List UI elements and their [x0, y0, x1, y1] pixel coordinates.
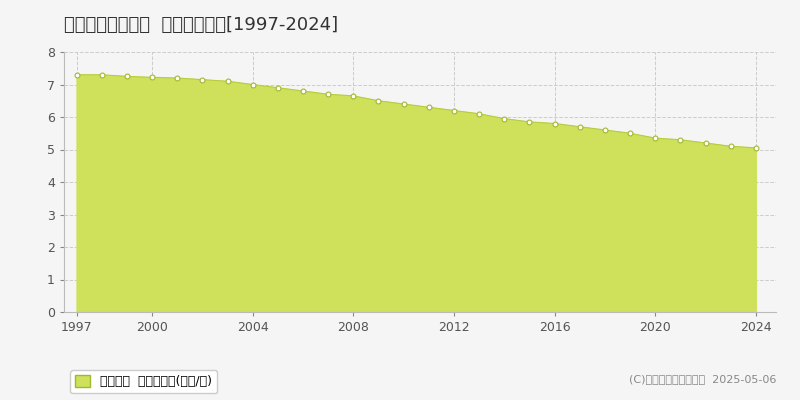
Text: 藤津郡太良町多良  基準地価推移[1997-2024]: 藤津郡太良町多良 基準地価推移[1997-2024]	[64, 16, 338, 34]
Text: (C)土地価格ドットコム  2025-05-06: (C)土地価格ドットコム 2025-05-06	[629, 374, 776, 384]
Legend: 基準地価  平均坪単価(万円/坪): 基準地価 平均坪単価(万円/坪)	[70, 370, 218, 393]
